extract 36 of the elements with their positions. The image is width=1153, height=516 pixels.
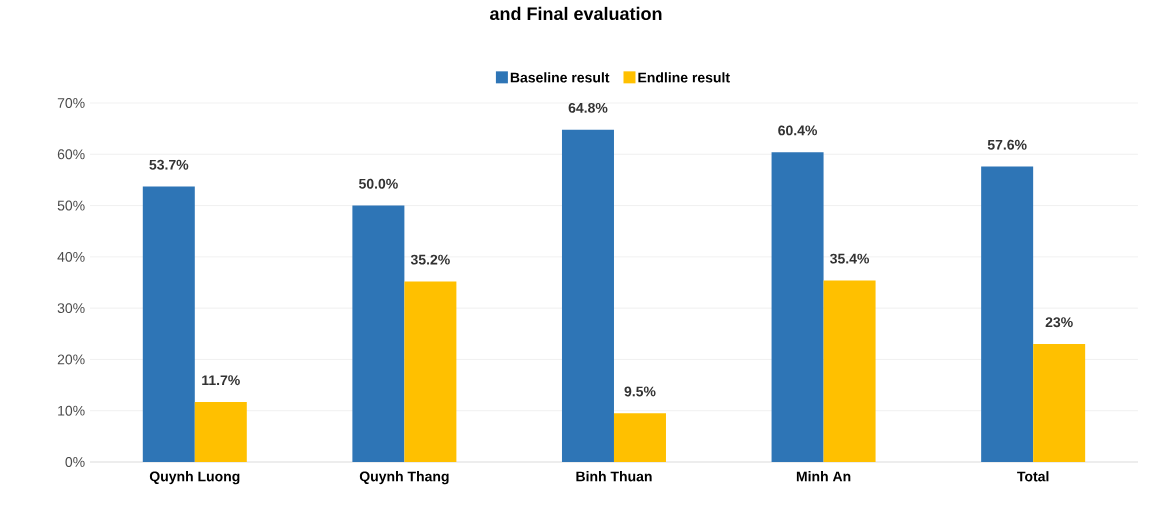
y-tick-label: 70% xyxy=(57,98,85,108)
y-tick-label: 40% xyxy=(57,251,85,262)
data-label: 64.8% xyxy=(568,102,608,113)
bar xyxy=(1033,344,1086,462)
data-label: 35.2% xyxy=(410,254,450,265)
legend-label: Endline result xyxy=(638,72,730,83)
bar xyxy=(823,280,876,462)
x-tick-label: Quynh Thang xyxy=(359,471,449,485)
bar xyxy=(771,152,824,462)
data-label: 53.7% xyxy=(149,159,189,170)
x-tick-label: Minh An xyxy=(796,471,851,482)
data-label: 50.0% xyxy=(358,178,398,189)
y-tick-label: 10% xyxy=(58,405,85,416)
y-tick-label: 20% xyxy=(57,354,85,365)
y-tick-label: 0% xyxy=(65,457,85,467)
bar xyxy=(981,166,1034,462)
bar xyxy=(613,413,666,462)
x-tick-label: Total xyxy=(1017,471,1049,482)
x-tick-label: Binh Thuan xyxy=(576,471,652,482)
y-tick-label: 50% xyxy=(57,200,85,211)
bar xyxy=(194,402,247,462)
data-label: 23% xyxy=(1045,317,1073,328)
chart-title: and Final evaluation xyxy=(490,6,662,21)
bar xyxy=(561,129,614,462)
legend-label: Baseline result xyxy=(510,72,610,83)
data-label: 11.7% xyxy=(202,375,240,386)
bar xyxy=(352,205,405,462)
y-tick-label: 60% xyxy=(57,149,85,160)
bar xyxy=(404,281,457,462)
data-label: 35.4% xyxy=(830,253,870,264)
bar xyxy=(142,186,195,462)
x-tick-label: Quynh Luong xyxy=(149,471,240,485)
y-tick-label: 30% xyxy=(57,303,85,314)
data-label: 60.4% xyxy=(778,125,818,136)
data-label: 9.5% xyxy=(624,386,656,397)
data-label: 57.6% xyxy=(987,139,1027,150)
